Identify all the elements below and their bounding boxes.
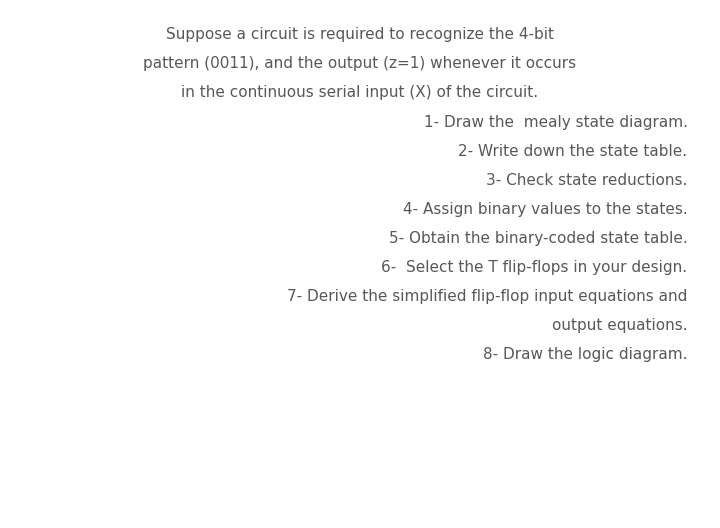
Text: 8- Draw the logic diagram.: 8- Draw the logic diagram.	[483, 347, 688, 362]
Text: Suppose a circuit is required to recognize the 4-bit: Suppose a circuit is required to recogni…	[166, 27, 554, 42]
Text: 1- Draw the  mealy state diagram.: 1- Draw the mealy state diagram.	[423, 115, 688, 130]
Text: 3- Check state reductions.: 3- Check state reductions.	[486, 173, 688, 188]
Text: 7- Derive the simplified flip-flop input equations and: 7- Derive the simplified flip-flop input…	[287, 289, 688, 304]
Text: 5- Obtain the binary-coded state table.: 5- Obtain the binary-coded state table.	[389, 231, 688, 246]
Text: pattern (0011), and the output (z=1) whenever it occurs: pattern (0011), and the output (z=1) whe…	[143, 56, 577, 71]
Text: 4- Assign binary values to the states.: 4- Assign binary values to the states.	[403, 202, 688, 217]
Text: output equations.: output equations.	[552, 318, 688, 333]
Text: 2- Write down the state table.: 2- Write down the state table.	[459, 144, 688, 159]
Text: in the continuous serial input (X) of the circuit.: in the continuous serial input (X) of th…	[181, 85, 539, 100]
Text: 6-  Select the T flip-flops in your design.: 6- Select the T flip-flops in your desig…	[382, 260, 688, 275]
